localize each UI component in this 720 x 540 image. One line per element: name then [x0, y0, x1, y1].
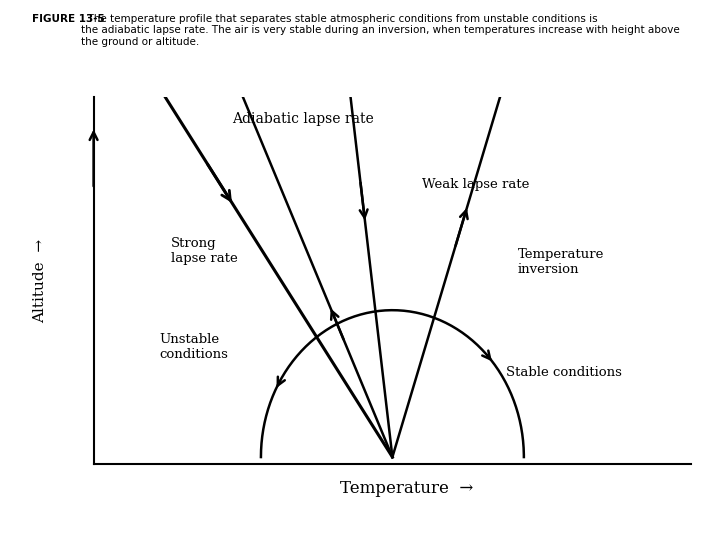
Text: Temperature  →: Temperature → [340, 480, 474, 497]
Text: Jerry A. Nathanson | Richard A. Schneider: Jerry A. Nathanson | Richard A. Schneide… [155, 525, 304, 532]
Text: The temperature profile that separates stable atmospheric conditions from unstab: The temperature profile that separates s… [81, 14, 680, 46]
Text: Altitude  →: Altitude → [32, 239, 47, 323]
Text: FIGURE 13-5: FIGURE 13-5 [32, 14, 105, 24]
Text: Stable conditions: Stable conditions [506, 366, 622, 379]
Text: Temperature
inversion: Temperature inversion [518, 248, 604, 276]
Text: Strong
lapse rate: Strong lapse rate [171, 238, 238, 266]
Text: Basic Environmental Technology, Sixth Edition: Basic Environmental Technology, Sixth Ed… [155, 508, 321, 514]
Text: Copyright © 2015 by Pearson Education, Inc.: Copyright © 2015 by Pearson Education, I… [446, 508, 610, 515]
Text: Adiabatic lapse rate: Adiabatic lapse rate [232, 112, 374, 126]
Text: All Rights Reserved: All Rights Reserved [446, 525, 516, 531]
Text: ALWAYS LEARNING: ALWAYS LEARNING [4, 510, 128, 524]
Text: Weak lapse rate: Weak lapse rate [422, 178, 530, 191]
Text: Unstable
conditions: Unstable conditions [159, 333, 228, 361]
Text: PEARSON: PEARSON [612, 508, 716, 526]
